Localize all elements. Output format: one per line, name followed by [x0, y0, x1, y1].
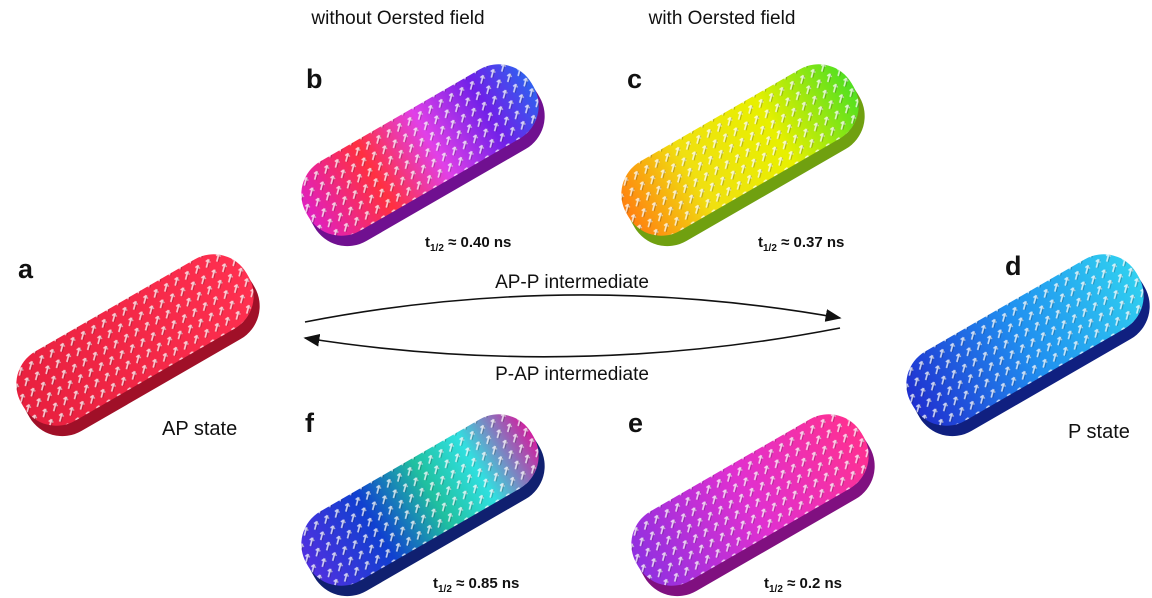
figure: without Oersted field with Oersted field… [0, 0, 1152, 598]
transition-label: AP-P intermediate [495, 272, 649, 293]
slab-c [607, 50, 878, 260]
state-label: AP state [162, 418, 237, 440]
header: with Oersted field [648, 8, 796, 29]
transition-label: P-AP intermediate [495, 364, 649, 385]
time-label: t1/2 ≈ 0.40 ns [425, 234, 511, 254]
slab-e [617, 400, 888, 598]
panel-letter: b [306, 64, 323, 94]
time-label: t1/2 ≈ 0.2 ns [764, 575, 842, 595]
header: without Oersted field [310, 8, 484, 29]
panel-letter: a [18, 254, 34, 284]
arrow-backward [305, 328, 840, 357]
slab-d [892, 240, 1152, 450]
time-label: t1/2 ≈ 0.85 ns [433, 575, 519, 595]
time-value: ≈ 0.85 ns [452, 575, 519, 592]
time-subscript: 1/2 [769, 584, 783, 595]
arrow-forward [305, 295, 840, 322]
time-subscript: 1/2 [430, 243, 444, 254]
time-subscript: 1/2 [763, 243, 777, 254]
time-value: ≈ 0.2 ns [783, 575, 842, 592]
time-value: ≈ 0.40 ns [444, 234, 511, 251]
panel-letter: d [1005, 251, 1022, 281]
time-label: t1/2 ≈ 0.37 ns [758, 234, 844, 254]
slab-b [287, 50, 558, 260]
time-subscript: 1/2 [438, 584, 452, 595]
panel-letter: f [305, 408, 315, 438]
state-label: P state [1068, 421, 1130, 443]
time-value: ≈ 0.37 ns [777, 234, 844, 251]
slab-f [287, 400, 558, 598]
panel-letter: c [627, 64, 642, 94]
panel-letter: e [628, 408, 643, 438]
